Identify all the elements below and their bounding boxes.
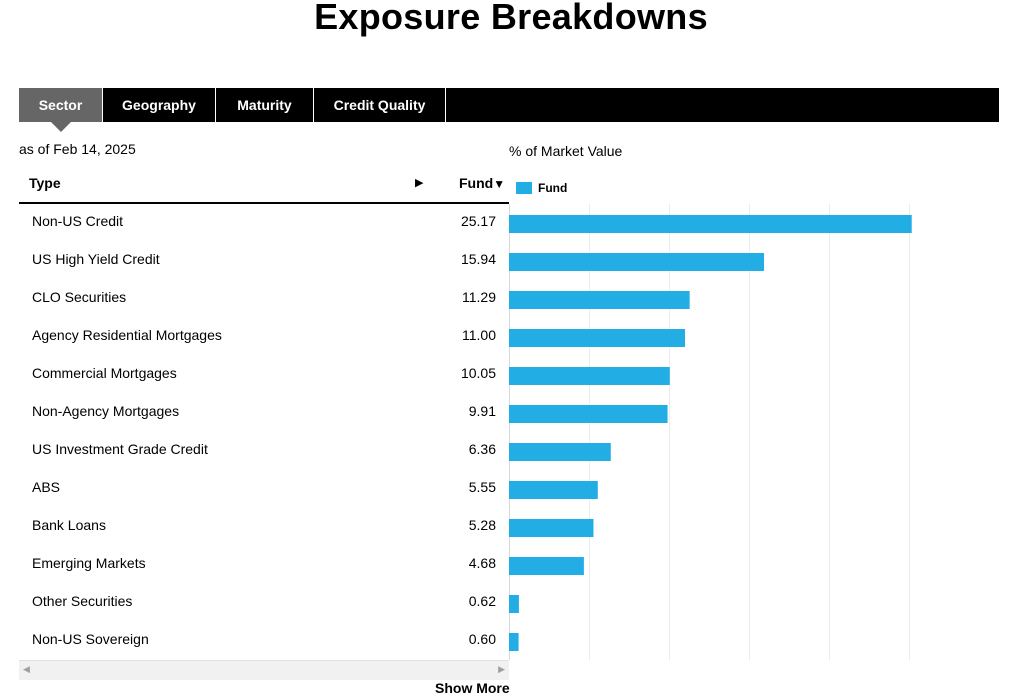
column-header-fund-label: Fund	[459, 175, 494, 191]
table-row: Non-US Sovereign 0.60	[19, 622, 509, 660]
tab-maturity[interactable]: Maturity	[216, 88, 314, 122]
legend-swatch	[516, 182, 532, 194]
chart-bar	[509, 557, 584, 575]
market-value-label: % of Market Value	[509, 143, 623, 159]
horizontal-scrollbar[interactable]: ◀ ▶	[19, 660, 509, 680]
scroll-right-icon[interactable]: ▶	[498, 664, 505, 674]
table-row: ABS 5.55	[19, 470, 509, 508]
tab-credit-quality-label: Credit Quality	[333, 97, 426, 113]
row-fund-value: 10.05	[460, 365, 496, 381]
chart-bar	[509, 291, 690, 309]
chart-bar	[509, 253, 765, 271]
table-row: Emerging Markets 4.68	[19, 546, 509, 584]
row-type-label: Emerging Markets	[32, 555, 146, 571]
active-tab-pointer-icon	[50, 122, 71, 132]
exposure-bar-chart	[509, 204, 912, 660]
column-header-type[interactable]: Type	[29, 175, 61, 191]
tab-bar: Sector Geography Maturity Credit Quality	[19, 88, 999, 132]
row-type-label: Other Securities	[32, 593, 133, 609]
chart-bar	[509, 481, 598, 499]
row-fund-value: 5.55	[468, 479, 496, 495]
sort-desc-icon: ▼	[493, 177, 506, 191]
table-row: US Investment Grade Credit 6.36	[19, 432, 509, 470]
row-type-label: US Investment Grade Credit	[32, 441, 208, 457]
table-row: Commercial Mortgages 10.05	[19, 356, 509, 394]
row-type-label: Non-US Sovereign	[32, 631, 149, 647]
row-fund-value: 5.28	[468, 517, 496, 533]
row-fund-value: 0.62	[468, 593, 496, 609]
table-row: Non-Agency Mortgages 9.91	[19, 394, 509, 432]
chart-bar	[509, 519, 594, 537]
chart-bar	[509, 595, 519, 613]
row-fund-value: 15.94	[460, 251, 496, 267]
table-row: Bank Loans 5.28	[19, 508, 509, 546]
header-divider	[19, 202, 509, 204]
row-fund-value: 4.68	[468, 555, 496, 571]
tab-geography[interactable]: Geography	[103, 88, 216, 122]
row-type-label: Bank Loans	[32, 517, 106, 533]
scroll-left-icon[interactable]: ◀	[23, 664, 30, 674]
as-of-date: as of Feb 14, 2025	[19, 141, 136, 157]
row-fund-value: 9.91	[468, 403, 496, 419]
table-row: Other Securities 0.62	[19, 584, 509, 622]
table-row: Agency Residential Mortgages 11.00	[19, 318, 509, 356]
row-type-label: ABS	[32, 479, 61, 495]
chart-legend: Fund	[516, 181, 567, 195]
row-type-label: US High Yield Credit	[32, 251, 160, 267]
row-type-label: Non-US Credit	[32, 213, 124, 229]
row-fund-value: 11.29	[462, 289, 496, 305]
row-type-label: Commercial Mortgages	[32, 365, 177, 381]
chart-bar	[509, 633, 519, 651]
chart-bar	[509, 443, 611, 461]
tab-geography-label: Geography	[122, 97, 196, 113]
page-title: Exposure Breakdowns	[314, 0, 708, 37]
legend-label: Fund	[538, 181, 568, 195]
chart-bar	[509, 329, 685, 347]
row-type-label: Non-Agency Mortgages	[32, 403, 180, 419]
tab-sector[interactable]: Sector	[19, 88, 103, 132]
row-fund-value: 11.00	[462, 327, 496, 343]
row-type-label: Agency Residential Mortgages	[32, 327, 222, 343]
column-header-fund[interactable]: Fund▼	[459, 175, 505, 191]
chart-bar	[509, 367, 670, 385]
show-more-button[interactable]: Show More	[435, 680, 510, 696]
row-fund-value: 6.36	[468, 441, 496, 457]
row-type-label: CLO Securities	[32, 289, 127, 305]
table-row: US High Yield Credit 15.94	[19, 242, 509, 280]
table-row: CLO Securities 11.29	[19, 280, 509, 318]
chart-bar	[509, 215, 912, 233]
tab-sector-label: Sector	[38, 97, 83, 113]
tab-credit-quality[interactable]: Credit Quality	[314, 88, 446, 122]
chart-bar	[509, 405, 668, 423]
table-row: Non-US Credit 25.17	[19, 204, 509, 242]
exposure-table: Non-US Credit 25.17 US High Yield Credit 15…	[19, 204, 509, 660]
tab-maturity-label: Maturity	[237, 97, 292, 113]
row-fund-value: 0.60	[468, 631, 496, 647]
row-fund-value: 25.17	[460, 213, 496, 229]
play-arrow-icon[interactable]: ▶	[415, 177, 424, 189]
